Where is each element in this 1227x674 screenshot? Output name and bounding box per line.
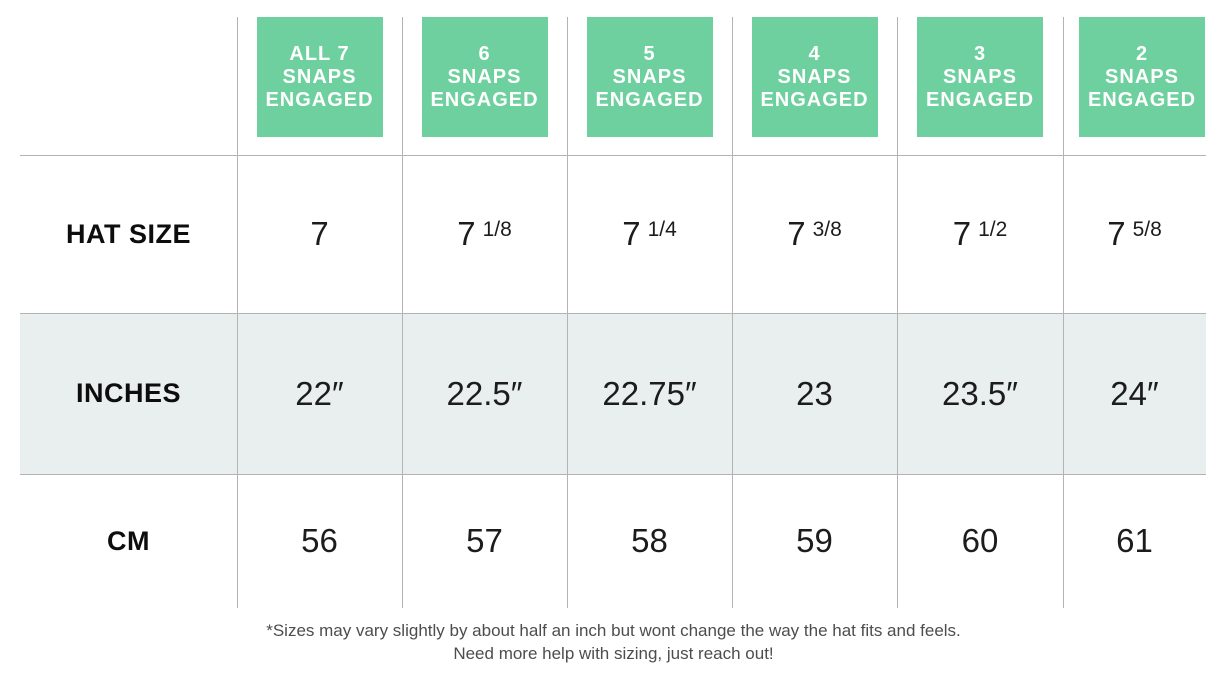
row-label-cm: CM bbox=[107, 525, 150, 556]
fraction: 1/4 bbox=[647, 218, 677, 241]
inches-cell: 24″ bbox=[1110, 374, 1159, 412]
inches-cell: 22.75″ bbox=[602, 374, 697, 412]
grid-line-vertical bbox=[402, 17, 403, 608]
grid-line-horizontal bbox=[20, 155, 1206, 156]
grid-line-horizontal bbox=[20, 313, 1206, 314]
inches-cell: 23 bbox=[796, 374, 833, 412]
hat-size-cell: 7 1/4 bbox=[622, 215, 677, 252]
grid-line-vertical bbox=[732, 17, 733, 608]
snap-header-box-all-7: ALL 7 SNAPS ENGAGED bbox=[256, 17, 383, 137]
fraction: 1/2 bbox=[978, 218, 1008, 241]
hat-size-cell: 7 bbox=[310, 215, 329, 252]
fraction: 3/8 bbox=[812, 218, 842, 241]
row-label-hat-size: HAT SIZE bbox=[66, 218, 191, 249]
grid-line-horizontal bbox=[20, 474, 1206, 475]
header-corner-cell bbox=[20, 0, 237, 155]
row-inches: INCHES 22″ 22.5″ 22.75″ 23 23.5″ 24″ bbox=[20, 313, 1206, 474]
snap-header-box-6: 6 SNAPS ENGAGED bbox=[421, 17, 548, 137]
snap-header-box-3: 3 SNAPS ENGAGED bbox=[917, 17, 1043, 137]
cm-cell: 59 bbox=[796, 522, 833, 559]
header-cell: 5 SNAPS ENGAGED bbox=[567, 0, 732, 155]
hat-size-cell: 7 1/8 bbox=[457, 215, 512, 252]
cm-cell: 56 bbox=[301, 522, 338, 559]
cm-cell: 60 bbox=[961, 522, 999, 559]
hat-size-cell: 7 1/2 bbox=[952, 215, 1008, 252]
hat-size-cell: 7 5/8 bbox=[1107, 215, 1162, 252]
header-cell: 6 SNAPS ENGAGED bbox=[402, 0, 567, 155]
footnote: *Sizes may vary slightly by about half a… bbox=[0, 619, 1227, 665]
grid-line-vertical bbox=[897, 17, 898, 608]
cm-cell: 61 bbox=[1116, 522, 1153, 559]
hat-size-cell: 7 3/8 bbox=[787, 215, 842, 252]
fraction: 1/8 bbox=[482, 218, 512, 241]
snap-header-box-2: 2 SNAPS ENGAGED bbox=[1079, 17, 1205, 137]
header-cell: 3 SNAPS ENGAGED bbox=[897, 0, 1063, 155]
header-cell: ALL 7 SNAPS ENGAGED bbox=[237, 0, 402, 155]
snap-header-box-5: 5 SNAPS ENGAGED bbox=[586, 17, 713, 137]
grid-line-vertical bbox=[567, 17, 568, 608]
cm-cell: 57 bbox=[466, 522, 503, 559]
grid-line-vertical bbox=[1063, 17, 1064, 608]
footnote-line-2: Need more help with sizing, just reach o… bbox=[453, 644, 774, 663]
row-cm: CM 56 57 58 59 60 61 bbox=[20, 474, 1206, 608]
inches-cell: 22.5″ bbox=[446, 374, 523, 412]
fraction: 5/8 bbox=[1132, 218, 1162, 241]
cm-cell: 58 bbox=[631, 522, 668, 559]
header-cell: 2 SNAPS ENGAGED bbox=[1063, 0, 1206, 155]
grid-line-vertical bbox=[237, 17, 238, 608]
row-hat-size: HAT SIZE 7 7 1/8 7 1/4 7 3/8 7 1/2 7 5/8 bbox=[20, 155, 1206, 313]
inches-cell: 23.5″ bbox=[942, 374, 1018, 412]
row-label-inches: INCHES bbox=[75, 378, 181, 408]
snap-header-box-4: 4 SNAPS ENGAGED bbox=[751, 17, 878, 137]
table-header-row: ALL 7 SNAPS ENGAGED 6 SNAPS ENGAGED 5 SN… bbox=[20, 0, 1206, 155]
footnote-line-1: *Sizes may vary slightly by about half a… bbox=[266, 621, 961, 640]
header-cell: 4 SNAPS ENGAGED bbox=[732, 0, 897, 155]
inches-cell: 22″ bbox=[295, 374, 344, 412]
sizing-table: ALL 7 SNAPS ENGAGED 6 SNAPS ENGAGED 5 SN… bbox=[20, 0, 1206, 608]
